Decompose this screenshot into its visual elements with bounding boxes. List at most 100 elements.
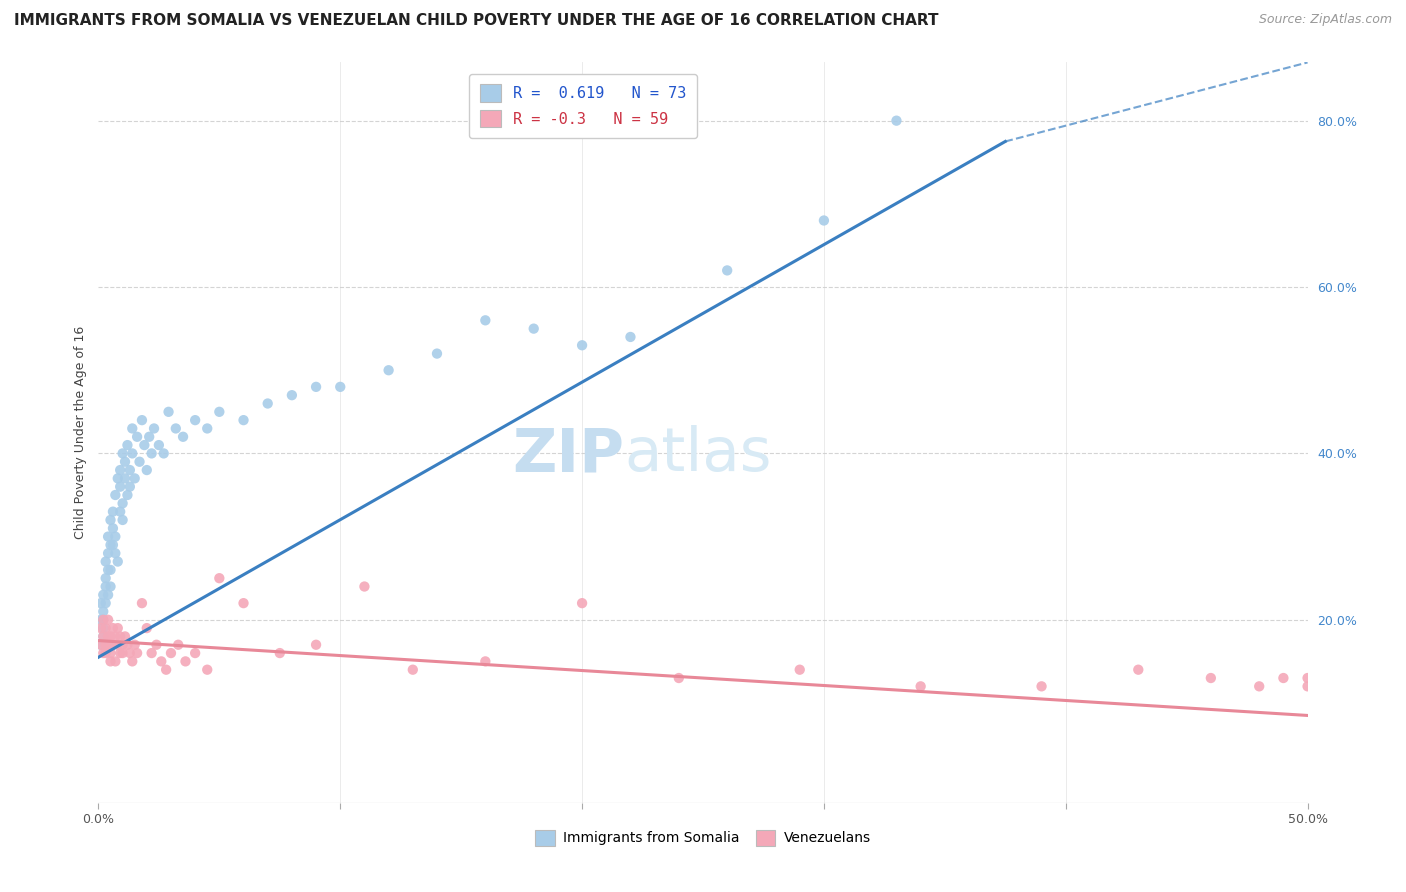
- Point: [94, 555, 117, 569]
- Point: [97, 563, 120, 577]
- Point: [121, 446, 143, 460]
- Point: [716, 263, 738, 277]
- Point: [886, 113, 908, 128]
- Point: [305, 380, 328, 394]
- Point: [117, 438, 139, 452]
- Point: [101, 538, 124, 552]
- Point: [329, 380, 352, 394]
- Point: [108, 646, 131, 660]
- Point: [124, 471, 146, 485]
- Point: [91, 605, 114, 619]
- Point: [111, 646, 134, 660]
- Point: [90, 596, 112, 610]
- Point: [474, 654, 496, 668]
- Point: [94, 571, 117, 585]
- Point: [107, 555, 129, 569]
- Point: [1272, 671, 1295, 685]
- Point: [91, 629, 114, 643]
- Point: [100, 563, 122, 577]
- Point: [104, 530, 127, 544]
- Point: [94, 621, 117, 635]
- Point: [90, 621, 112, 635]
- Point: [135, 621, 157, 635]
- Point: [127, 430, 149, 444]
- Point: [668, 671, 690, 685]
- Point: [141, 646, 163, 660]
- Point: [269, 646, 291, 660]
- Point: [100, 538, 122, 552]
- Point: [91, 646, 114, 660]
- Point: [91, 629, 114, 643]
- Point: [107, 638, 129, 652]
- Point: [208, 571, 231, 585]
- Point: [121, 654, 143, 668]
- Point: [145, 638, 167, 652]
- Point: [117, 638, 139, 652]
- Point: [1296, 671, 1319, 685]
- Point: [184, 413, 207, 427]
- Point: [90, 638, 112, 652]
- Point: [90, 638, 112, 652]
- Point: [107, 621, 129, 635]
- Point: [184, 646, 207, 660]
- Point: [121, 421, 143, 435]
- Point: [90, 613, 112, 627]
- Point: [118, 480, 141, 494]
- Point: [353, 580, 375, 594]
- Point: [97, 588, 120, 602]
- Point: [143, 421, 166, 435]
- Point: [104, 654, 127, 668]
- Point: [1128, 663, 1150, 677]
- Point: [111, 638, 134, 652]
- Point: [107, 471, 129, 485]
- Point: [111, 513, 134, 527]
- Point: [111, 446, 134, 460]
- Point: [100, 580, 122, 594]
- Point: [152, 446, 174, 460]
- Point: [114, 629, 136, 643]
- Point: [127, 646, 149, 660]
- Point: [281, 388, 304, 402]
- Point: [165, 421, 187, 435]
- Point: [108, 463, 131, 477]
- Point: [174, 654, 197, 668]
- Point: [100, 513, 122, 527]
- Point: [94, 646, 117, 660]
- Point: [100, 629, 122, 643]
- Text: IMMIGRANTS FROM SOMALIA VS VENEZUELAN CHILD POVERTY UNDER THE AGE OF 16 CORRELAT: IMMIGRANTS FROM SOMALIA VS VENEZUELAN CH…: [14, 13, 939, 29]
- Point: [91, 588, 114, 602]
- Point: [97, 546, 120, 560]
- Point: [94, 596, 117, 610]
- Point: [101, 638, 124, 652]
- Point: [1249, 679, 1271, 693]
- Point: [124, 638, 146, 652]
- Point: [108, 629, 131, 643]
- Point: [101, 621, 124, 635]
- Point: [195, 421, 218, 435]
- Point: [97, 629, 120, 643]
- Point: [131, 413, 153, 427]
- Point: [97, 613, 120, 627]
- Point: [148, 438, 170, 452]
- Point: [305, 638, 328, 652]
- Point: [114, 471, 136, 485]
- Point: [101, 521, 124, 535]
- Point: [111, 496, 134, 510]
- Point: [789, 663, 811, 677]
- Point: [426, 346, 449, 360]
- Point: [138, 430, 160, 444]
- Point: [118, 646, 141, 660]
- Point: [131, 596, 153, 610]
- Legend: Immigrants from Somalia, Venezuelans: Immigrants from Somalia, Venezuelans: [530, 824, 876, 851]
- Point: [910, 679, 932, 693]
- Point: [94, 638, 117, 652]
- Point: [91, 613, 114, 627]
- Text: Source: ZipAtlas.com: Source: ZipAtlas.com: [1258, 13, 1392, 27]
- Point: [101, 505, 124, 519]
- Point: [1199, 671, 1222, 685]
- Point: [108, 480, 131, 494]
- Point: [157, 405, 180, 419]
- Point: [134, 438, 156, 452]
- Point: [114, 455, 136, 469]
- Text: ZIP: ZIP: [512, 425, 624, 484]
